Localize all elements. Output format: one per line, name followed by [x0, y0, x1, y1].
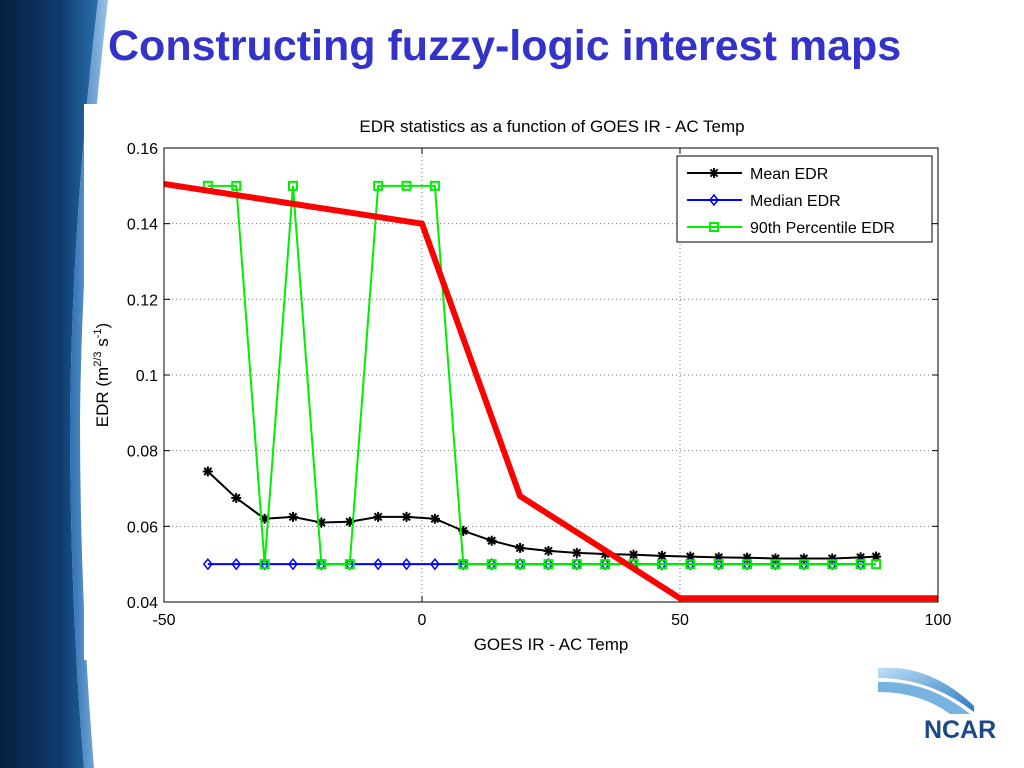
x-tick-label: 0 [418, 612, 427, 629]
data-point [288, 180, 298, 191]
data-point [401, 180, 412, 191]
y-tick-label: 0.1 [136, 368, 158, 385]
legend: Mean EDR Median EDR 90th Percentile EDR [676, 155, 933, 243]
y-tick-label: 0.04 [127, 595, 158, 612]
data-point [571, 547, 582, 558]
data-point [543, 545, 554, 556]
data-point [202, 466, 213, 477]
data-point [288, 511, 298, 522]
axis-labels: -50 0 50 100 0.04 0.06 0.08 0.1 0.12 0.14 0.16 [127, 141, 952, 629]
chart-title: EDR statistics as a function of GOES IR … [359, 117, 744, 136]
ncar-logo-icon [878, 667, 974, 714]
legend-marker [709, 193, 719, 207]
data-point [827, 559, 838, 570]
data-point [770, 559, 781, 570]
data-point [871, 559, 882, 570]
sidebar-light-stripe [70, 0, 108, 768]
data-point [288, 557, 298, 571]
series-line [207, 184, 877, 566]
data-point [401, 511, 412, 522]
x-tick-label: -50 [152, 612, 175, 629]
data-point [656, 559, 667, 570]
sidebar-dark-stripe [0, 0, 98, 768]
data-point [713, 559, 724, 570]
data-point [231, 180, 242, 191]
data-point [429, 513, 440, 524]
y-tick-label: 0.06 [127, 519, 158, 536]
data-point [259, 559, 270, 570]
legend-label: Mean EDR [750, 166, 828, 183]
series-90th-percentile-edr [202, 180, 882, 570]
legend-label: 90th Percentile EDR [750, 220, 895, 237]
data-point [373, 180, 384, 191]
data-point [429, 180, 440, 191]
plot-frame [163, 147, 939, 603]
data-point [458, 559, 469, 570]
data-point [515, 559, 526, 570]
series-layer [202, 180, 882, 571]
legend-item: 90th Percentile EDR [687, 220, 895, 237]
data-point [373, 557, 384, 571]
data-point [231, 557, 242, 571]
data-point [344, 559, 355, 570]
data-point [742, 559, 753, 570]
legend-item: Median EDR [687, 193, 841, 210]
interest-map-line [163, 180, 938, 602]
data-point [429, 557, 440, 571]
legend-marker [709, 168, 719, 178]
data-point [486, 535, 497, 546]
legend-marker [709, 222, 719, 232]
data-point [316, 559, 327, 570]
data-point [515, 542, 526, 553]
slide-title: Constructing fuzzy-logic interest maps [108, 22, 902, 70]
y-tick-label: 0.08 [127, 444, 158, 461]
data-point [798, 559, 809, 570]
legend-item: Mean EDR [687, 166, 828, 183]
data-point [401, 557, 412, 571]
data-point [543, 559, 554, 570]
interest-map-overlay [163, 180, 938, 602]
data-point [486, 559, 497, 570]
ncar-logo-text: NCAR [924, 716, 997, 744]
data-point [373, 511, 384, 522]
y-tick-label: 0.14 [127, 217, 158, 234]
data-point [600, 559, 611, 570]
x-tick-label: 50 [671, 612, 689, 629]
y-tick-label: 0.12 [127, 292, 158, 309]
x-tick-label: 100 [925, 612, 952, 629]
data-point [231, 492, 242, 503]
data-point [855, 559, 866, 570]
y-axis-label: EDR (m2/3 s-1) [92, 323, 112, 427]
legend-label: Median EDR [750, 193, 841, 210]
y-tick-label: 0.16 [127, 141, 158, 158]
x-axis-label: GOES IR - AC Temp [474, 635, 629, 654]
data-point [685, 559, 696, 570]
data-point [202, 557, 213, 571]
data-point [571, 559, 582, 570]
